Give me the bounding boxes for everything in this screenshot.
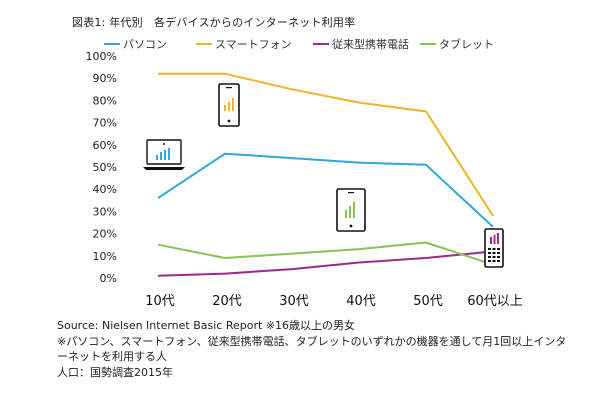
legend-label-pc: パソコン xyxy=(123,38,167,51)
definition-note: ※パソコン、スマートフォン、従来型携帯電話、タブレットのいずれかの機器を通して月… xyxy=(57,334,567,364)
y-tick-label: 80% xyxy=(93,94,117,107)
feature-phone-icon xyxy=(484,228,504,268)
series-lines xyxy=(157,72,494,277)
y-tick-label: 10% xyxy=(93,250,117,263)
legend-swatch-tablet xyxy=(420,43,436,45)
y-tick-label: 0% xyxy=(100,272,117,285)
x-tick-label: 20代 xyxy=(212,294,242,309)
y-tick-label: 100% xyxy=(86,50,117,63)
y-tick-label: 90% xyxy=(93,72,117,85)
population-note: 人口：国勢調査2015年 xyxy=(57,365,173,379)
series-line-feature-phone xyxy=(157,250,494,277)
source-note: Source: Nielsen Internet Basic Report ※1… xyxy=(57,319,356,332)
x-tick-label: 40代 xyxy=(346,294,376,309)
chart-notes: Source: Nielsen Internet Basic Report ※1… xyxy=(57,318,577,380)
legend-swatch-smartphone xyxy=(196,43,212,45)
legend-item-smartphone: スマートフォン xyxy=(196,36,292,52)
legend-label-tablet: タブレット xyxy=(439,38,494,51)
legend-item-pc: パソコン xyxy=(104,36,167,52)
smartphone-icon xyxy=(218,83,240,127)
legend-swatch-feature-phone xyxy=(313,43,329,45)
laptop-icon xyxy=(143,139,185,170)
legend-item-tablet: タブレット xyxy=(420,36,494,52)
chart-title: 図表1: 年代別 各デバイスからのインターネット利用率 xyxy=(72,16,356,29)
legend-label-smartphone: スマートフォン xyxy=(215,38,292,51)
x-tick-label: 50代 xyxy=(413,294,443,309)
series-line-pc xyxy=(157,152,494,228)
tablet-icon xyxy=(336,188,366,232)
legend-label-feature-phone: 従来型携帯電話 xyxy=(332,38,409,51)
y-tick-label: 30% xyxy=(93,205,117,218)
x-tick-label: 60代以上 xyxy=(467,294,523,309)
x-tick-label: 10代 xyxy=(145,294,175,309)
y-tick-label: 50% xyxy=(93,161,117,174)
legend-swatch-pc xyxy=(104,43,120,45)
series-line-smartphone xyxy=(158,72,494,217)
y-tick-label: 40% xyxy=(93,183,117,196)
x-tick-label: 30代 xyxy=(279,294,309,309)
y-tick-label: 70% xyxy=(93,117,117,130)
y-tick-label: 20% xyxy=(93,228,117,241)
series-line-tablet xyxy=(157,241,494,266)
legend-item-feature-phone: 従来型携帯電話 xyxy=(313,36,409,52)
y-tick-label: 60% xyxy=(93,139,117,152)
y-axis: 0% 10% 20% 30% 40% 50% 60% 70% 80% 90% 100% xyxy=(86,50,117,285)
x-axis: 10代 20代 30代 40代 50代 60代以上 xyxy=(145,294,523,309)
